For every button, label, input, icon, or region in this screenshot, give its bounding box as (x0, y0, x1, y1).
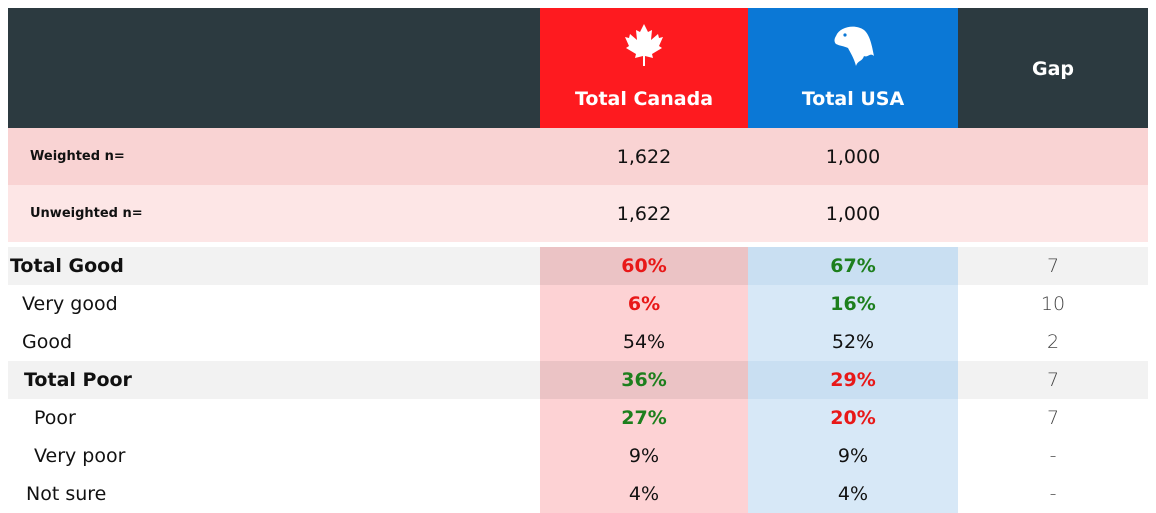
gap-value: 2 (1046, 331, 1060, 353)
sample-value: 1,622 (616, 145, 672, 168)
usa-band (748, 475, 958, 513)
gap-value: - (1049, 483, 1057, 505)
usa-value: 4% (837, 483, 869, 505)
eagle-icon (834, 26, 874, 66)
usa-value: 67% (830, 255, 876, 277)
row-label: Very good (22, 293, 118, 315)
sample-label: Unweighted n= (30, 206, 143, 221)
sample-value: 1,622 (616, 202, 672, 225)
gap-value: 7 (1046, 255, 1060, 277)
sample-value: 1,000 (825, 202, 881, 225)
usa-value: 16% (830, 293, 876, 315)
canada-band (540, 247, 748, 285)
usa-value: 20% (830, 407, 876, 429)
sample-label: Weighted n= (30, 149, 125, 164)
row-label: Poor (34, 407, 76, 429)
canada-value: 36% (621, 369, 667, 391)
canada-value: 54% (622, 331, 666, 353)
canada-band (540, 361, 748, 399)
row-label: Not sure (26, 483, 107, 505)
usa-value: 52% (831, 331, 875, 353)
canada-value: 9% (628, 445, 660, 467)
sample-value: 1,000 (825, 145, 881, 168)
usa-header: Total USA (748, 8, 958, 128)
canada-value: 4% (628, 483, 660, 505)
row-label: Total Good (10, 255, 124, 277)
gap-value: 10 (1040, 293, 1066, 315)
canada-band (540, 475, 748, 513)
row-label: Total Poor (24, 369, 132, 391)
gap-value: 7 (1046, 407, 1060, 429)
canada-band (540, 437, 748, 475)
canada-header: Total Canada (540, 8, 748, 128)
canada-value: 27% (621, 407, 667, 429)
usa-band (748, 399, 958, 437)
sample-row (8, 185, 1148, 242)
sample-row (8, 128, 1148, 185)
gap-value: - (1049, 445, 1057, 467)
gap-value: 7 (1046, 369, 1060, 391)
gap-title: Gap (1031, 58, 1075, 80)
usa-band (748, 323, 958, 361)
usa-value: 29% (830, 369, 876, 391)
canada-band (540, 399, 748, 437)
usa-band (748, 285, 958, 323)
canada-title: Total Canada (574, 88, 714, 110)
canada-value: 60% (621, 255, 667, 277)
row-label: Very poor (34, 445, 126, 467)
usa-band (748, 361, 958, 399)
usa-band (748, 437, 958, 475)
usa-band (748, 247, 958, 285)
usa-value: 9% (837, 445, 869, 467)
maple-leaf-icon (625, 24, 663, 66)
row-label: Good (22, 331, 73, 353)
usa-title: Total USA (801, 88, 905, 110)
canada-band (540, 323, 748, 361)
canada-band (540, 285, 748, 323)
canada-value: 6% (627, 293, 661, 315)
